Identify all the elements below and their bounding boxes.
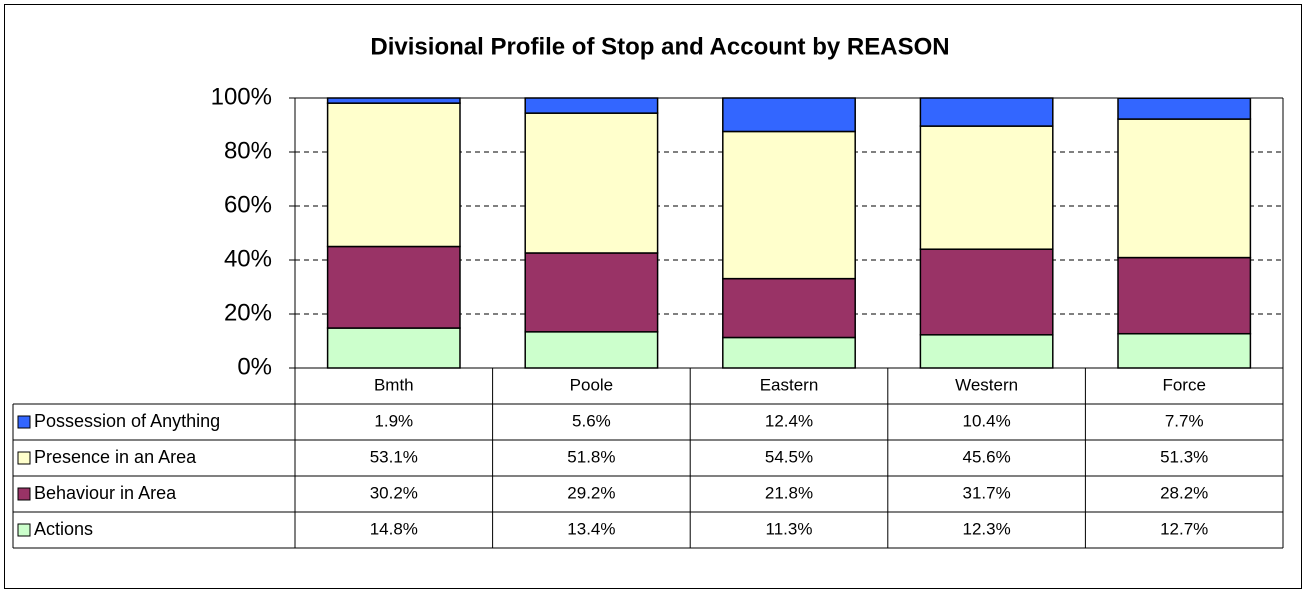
bar-segment — [722, 97, 856, 133]
bar-segment — [524, 252, 659, 333]
table-cell: 31.7% — [962, 483, 1010, 502]
table-cell: 28.2% — [1160, 483, 1208, 502]
bar-segment — [524, 331, 659, 369]
table-cell: 7.7% — [1165, 411, 1204, 430]
bar-segment — [326, 245, 461, 329]
x-tick-label: Force — [1162, 375, 1205, 394]
table-cell: 21.8% — [765, 483, 813, 502]
table-cell: 30.2% — [370, 483, 418, 502]
legend-swatch — [17, 523, 31, 537]
table-cell: 10.4% — [962, 411, 1010, 430]
table-cell: 53.1% — [370, 447, 418, 466]
bar-segment — [919, 125, 1054, 250]
x-tick-label: Eastern — [760, 375, 819, 394]
legend-label: Behaviour in Area — [34, 483, 177, 503]
legend-label: Actions — [34, 519, 93, 539]
legend-swatch — [17, 487, 31, 501]
legend-swatch — [17, 451, 31, 465]
legend-swatch — [17, 415, 31, 429]
table-cell: 51.8% — [567, 447, 615, 466]
bar-segment — [524, 97, 659, 114]
y-tick-label: 20% — [224, 299, 272, 326]
bar-segment — [1117, 332, 1252, 369]
bar-segment — [326, 327, 461, 369]
bar-segment — [326, 102, 461, 248]
legend-label: Presence in an Area — [34, 447, 197, 467]
table-cell: 14.8% — [370, 519, 418, 538]
x-tick-label: Bmth — [374, 375, 414, 394]
table-cell: 5.6% — [572, 411, 611, 430]
table-cell: 12.3% — [962, 519, 1010, 538]
table-cell: 45.6% — [962, 447, 1010, 466]
bar-segment — [1117, 97, 1252, 120]
y-tick-label: 0% — [237, 353, 272, 380]
bar-segment — [1117, 118, 1252, 259]
y-tick-label: 80% — [224, 137, 272, 164]
bar-segment — [722, 277, 856, 339]
x-tick-label: Poole — [570, 375, 613, 394]
bar-segment — [722, 130, 856, 280]
table-cell: 13.4% — [567, 519, 615, 538]
chart-title: Divisional Profile of Stop and Account b… — [370, 33, 949, 60]
table-cell: 54.5% — [765, 447, 813, 466]
x-tick-label: Western — [955, 375, 1018, 394]
legend-label: Possession of Anything — [34, 411, 220, 431]
table-cell: 29.2% — [567, 483, 615, 502]
bar-segment — [919, 248, 1054, 336]
table-cell: 12.7% — [1160, 519, 1208, 538]
table-cell: 12.4% — [765, 411, 813, 430]
bar-segment — [1117, 256, 1252, 335]
bar-segment — [722, 336, 856, 369]
bar-segment — [326, 97, 461, 104]
bar-segment — [524, 112, 659, 254]
bar-segment — [919, 334, 1054, 369]
y-tick-label: 100% — [211, 83, 272, 110]
y-tick-label: 60% — [224, 191, 272, 218]
table-cell: 1.9% — [374, 411, 413, 430]
table-cell: 51.3% — [1160, 447, 1208, 466]
y-tick-label: 40% — [224, 245, 272, 272]
table-cell: 11.3% — [766, 519, 813, 538]
bar-segment — [919, 97, 1054, 127]
